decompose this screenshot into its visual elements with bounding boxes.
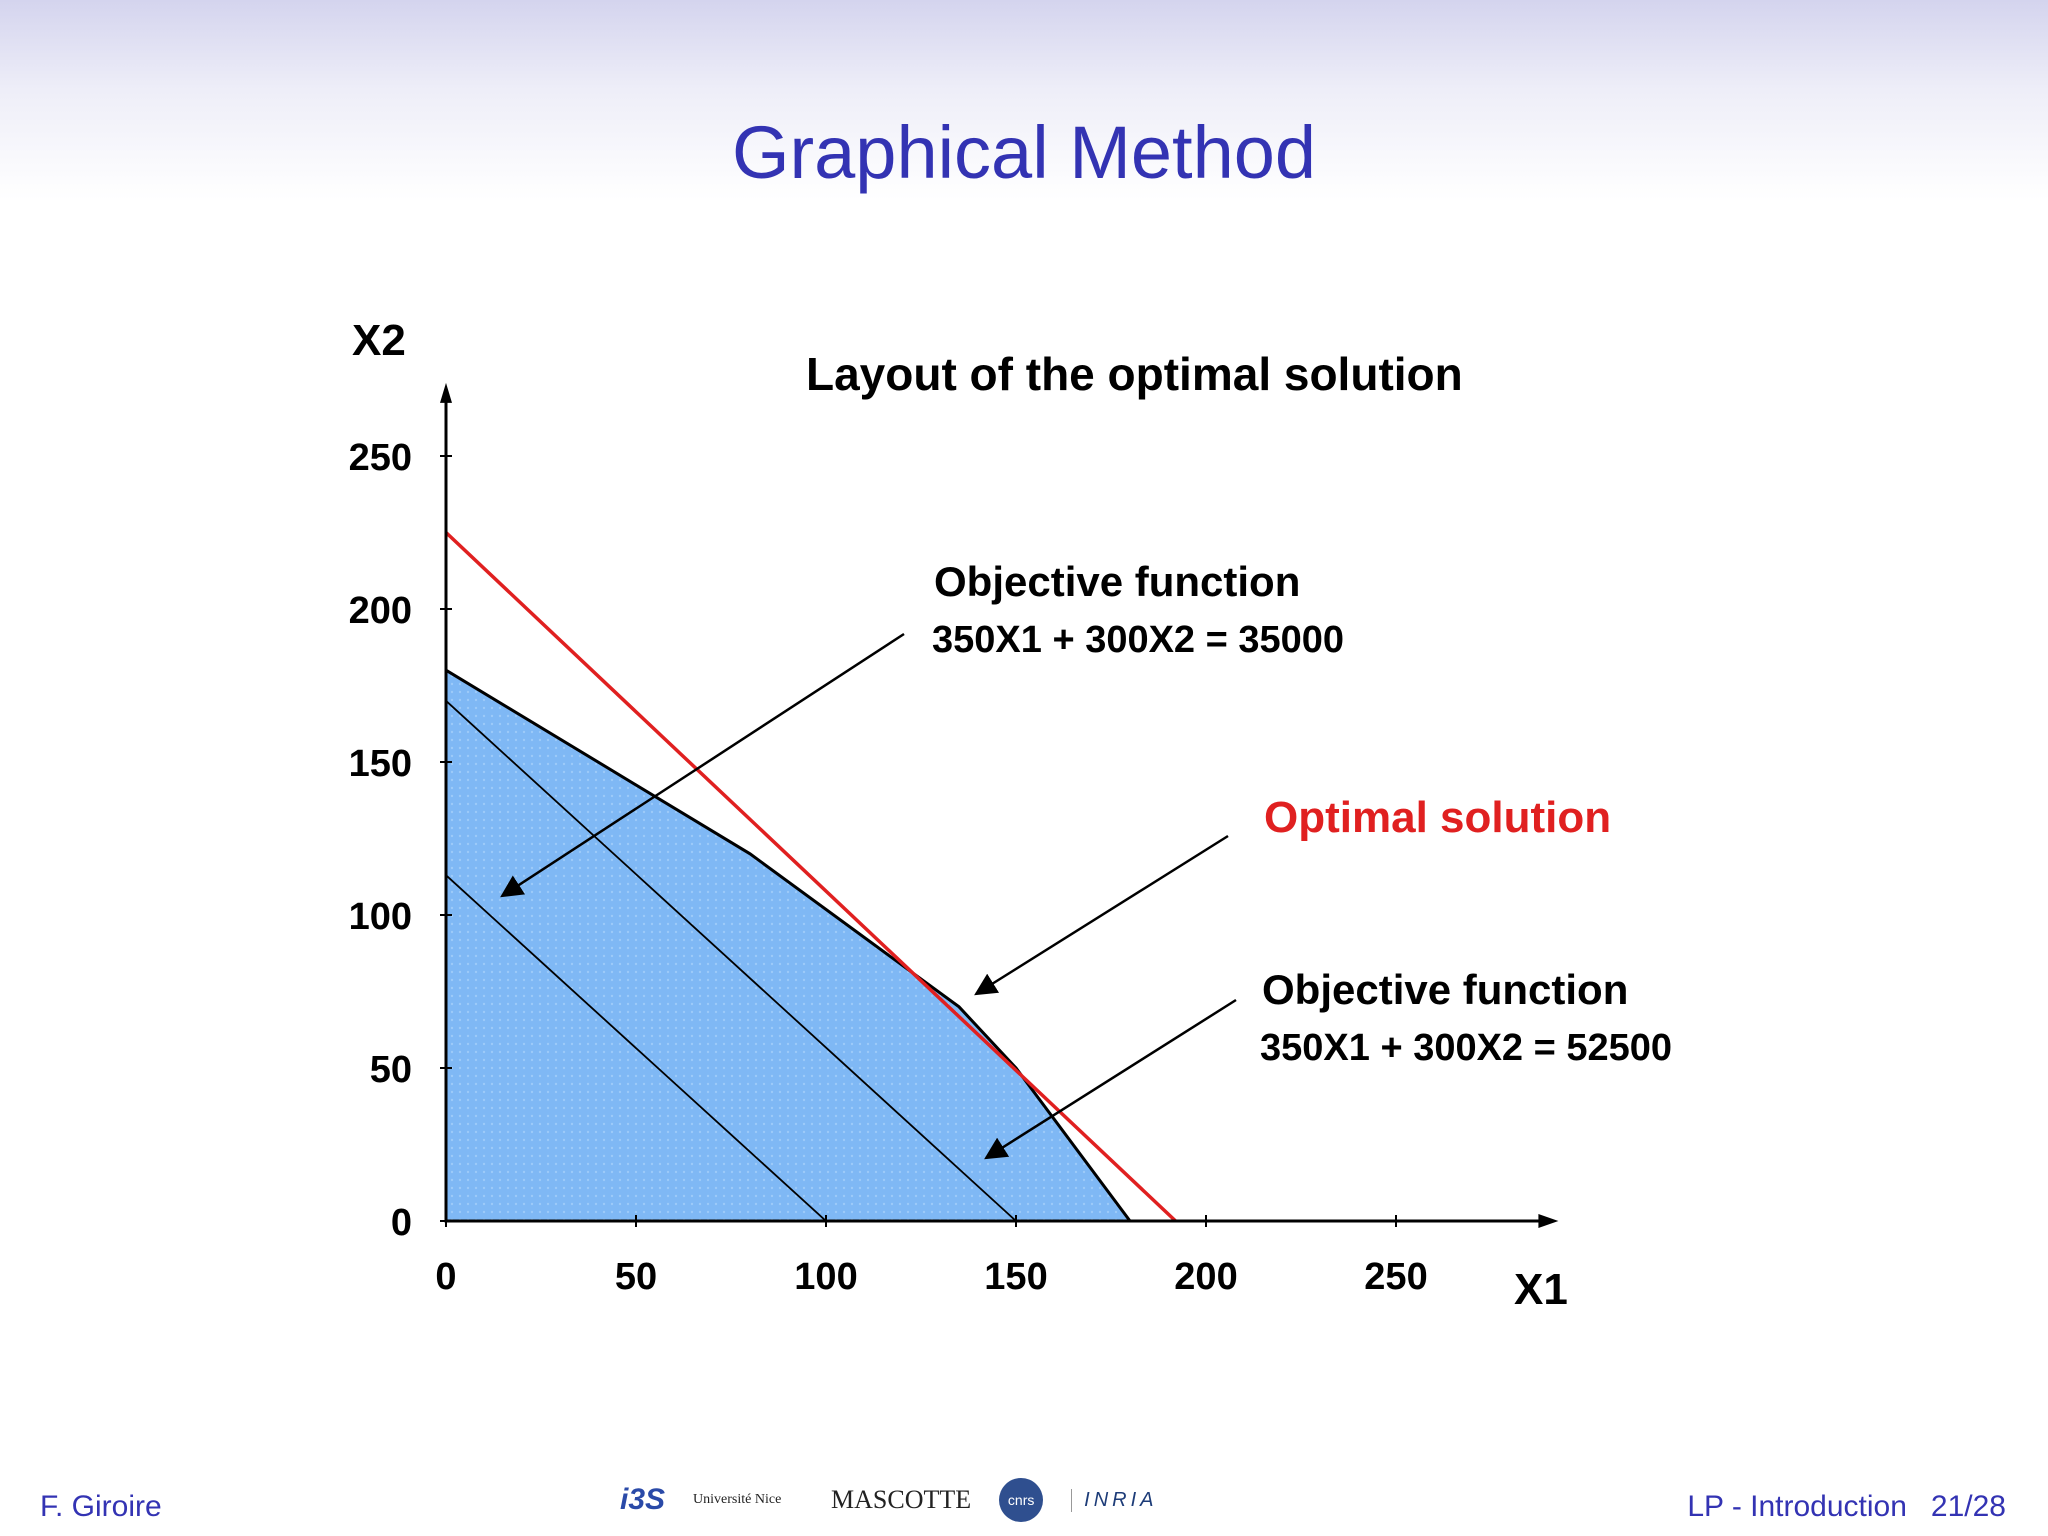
annotation-objective-52500-equation: 350X1 + 300X2 = 52500	[1260, 1027, 1672, 1069]
y-tick-label: 150	[349, 743, 412, 785]
x-tick-label: 0	[435, 1256, 456, 1298]
footer-section: LP - Introduction	[1687, 1490, 1907, 1523]
footer-page-info: LP - Introduction 21/28	[1663, 1490, 2006, 1524]
annotation-objective-52500-label: Objective function	[1262, 966, 1628, 1013]
mascotte-logo: MASCOTTE	[831, 1485, 972, 1514]
x-tick-label: 200	[1174, 1256, 1237, 1298]
iso-line-intermediate	[445, 700, 1017, 1222]
annotation-optimal-solution-label: Optimal solution	[1264, 793, 1611, 842]
y-axis-label: X2	[352, 316, 406, 365]
optimal-objective-line	[444, 531, 1177, 1223]
annotation-optimal-solution-arrow	[974, 834, 1229, 996]
y-axis-arrow-icon	[440, 382, 452, 403]
footer-logos: i3S Université Nice MASCOTTE cnrs INRIA	[620, 1470, 1480, 1530]
annotation-objective-35000-arrow	[500, 632, 905, 898]
annotation-objective-35000-equation: 350X1 + 300X2 = 35000	[932, 619, 1344, 661]
x-tick-label: 100	[794, 1256, 857, 1298]
y-tick-label: 250	[349, 437, 412, 479]
annotation-objective-35000-label: Objective function	[934, 558, 1300, 605]
slide-title: Graphical Method	[731, 111, 1317, 194]
x-axis-label: X1	[1514, 1265, 1568, 1314]
x-axis-arrow-icon	[1538, 1214, 1559, 1228]
x-tick-label: 50	[615, 1256, 657, 1298]
i3s-logo: i3S	[620, 1483, 666, 1516]
x-tick-label: 150	[984, 1256, 1047, 1298]
cnrs-logo: cnrs	[999, 1478, 1044, 1522]
annotation-objective-52500-arrow	[984, 998, 1237, 1160]
x-tick-label: 250	[1364, 1256, 1427, 1298]
y-tick-label: 0	[391, 1202, 412, 1244]
y-tick-label: 200	[349, 590, 412, 632]
header-band	[0, 0, 2048, 200]
y-tick-label: 100	[349, 896, 412, 938]
universite-nice-logo: Université Nice	[693, 1492, 782, 1507]
footer-author: F. Giroire	[40, 1490, 162, 1523]
y-tick-label: 50	[370, 1049, 412, 1091]
iso-line-35000	[445, 874, 827, 1222]
chart-title: Layout of the optimal solution	[806, 348, 1463, 400]
feasible-region	[444, 667, 1133, 1223]
footer-page-number: 21/28	[1930, 1490, 2006, 1523]
inria-logo: INRIA	[1071, 1488, 1157, 1512]
